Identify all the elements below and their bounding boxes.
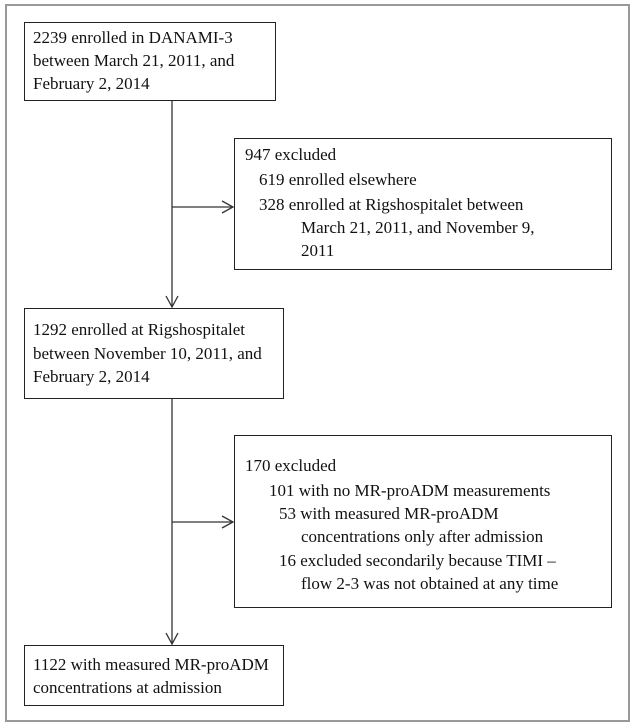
box-text: between November 10, 2011, and — [33, 344, 262, 363]
box-text: 16 excluded secondarily because TIMI – — [279, 551, 556, 570]
arrowhead — [165, 295, 179, 309]
box-text: 101 with no MR-proADM measurements — [269, 481, 551, 500]
box-text: February 2, 2014 — [33, 367, 150, 386]
box-text: between March 21, 2011, and — [33, 51, 235, 70]
box-text: February 2, 2014 — [33, 74, 150, 93]
box-text: 170 excluded — [245, 456, 337, 475]
box-text: March 21, 2011, and November 9, — [301, 218, 535, 237]
box-text: 1292 enrolled at Rigshospitalet — [33, 320, 245, 339]
box-text: 2011 — [301, 241, 335, 260]
arrowhead — [221, 515, 235, 529]
arrowhead — [165, 632, 179, 646]
arrowhead — [221, 200, 235, 214]
box-text: flow 2-3 was not obtained at any time — [301, 574, 559, 593]
flow-box: 1122 with measured MR-proADM concentratio… — [24, 645, 284, 706]
box-text: 53 with measured MR-proADM — [279, 504, 499, 523]
box-text: concentrations only after admission — [301, 527, 544, 546]
flow-box: 170 excluded 101 with no MR-proADM measur… — [234, 435, 612, 608]
flow-box: 1292 enrolled at Rigshospitalet between N… — [24, 308, 284, 399]
flow-box: 2239 enrolled in DANAMI-3 between March 2… — [24, 22, 276, 101]
box-text: concentrations at admission — [33, 678, 222, 697]
box-text: 2239 enrolled in DANAMI-3 — [33, 28, 233, 47]
frame — [5, 4, 630, 722]
box-text: 328 enrolled at Rigshospitalet between — [259, 195, 524, 214]
box-text: 1122 with measured MR-proADM — [33, 655, 269, 674]
flow-box: 947 excluded 619 enrolled elsewhere 328 en… — [234, 138, 612, 270]
box-text: 947 excluded — [245, 145, 337, 164]
box-text: 619 enrolled elsewhere — [259, 170, 417, 189]
